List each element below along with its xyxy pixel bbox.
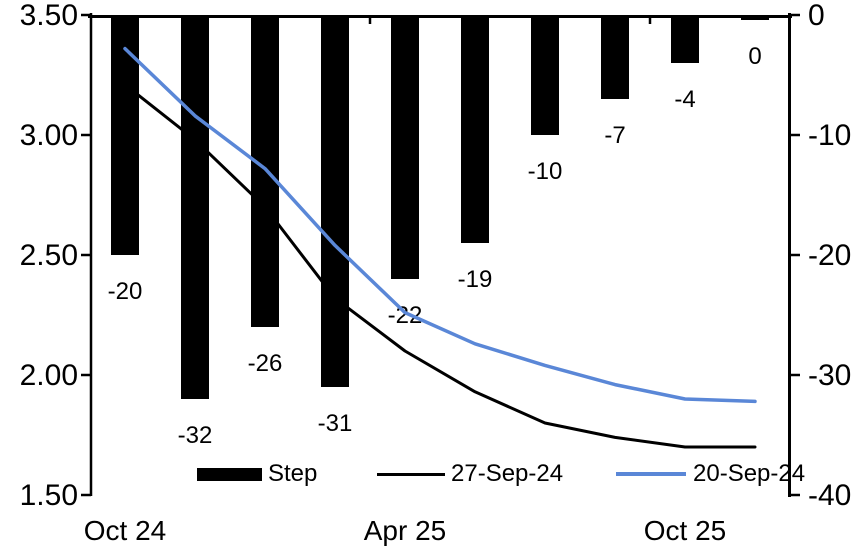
bar-data-labels: -20 -32 -26 -31 -22 -19 -10 -7 -4 0 xyxy=(108,43,762,449)
bar-data-label: -31 xyxy=(318,410,353,437)
bar xyxy=(181,15,209,399)
legend-bar-swatch xyxy=(197,467,262,481)
right-axis-tick-label: -10 xyxy=(808,119,851,152)
right-axis-tick-label: 0 xyxy=(808,0,825,32)
left-axis-tick-label: 3.50 xyxy=(20,0,78,32)
line-series-27-sep-24 xyxy=(123,83,757,449)
legend-label-20-sep-24: 20-Sep-24 xyxy=(693,460,806,487)
bar xyxy=(531,15,559,135)
right-axis-tick-label: -40 xyxy=(808,479,851,512)
legend-line-swatch-blue xyxy=(616,472,686,476)
legend-label-27-sep-24: 27-Sep-24 xyxy=(451,460,564,487)
bar xyxy=(461,15,489,243)
x-axis-label: Oct 24 xyxy=(84,515,166,546)
bar-data-label: -22 xyxy=(388,302,423,329)
left-axis-tick-label: 3.00 xyxy=(20,119,78,152)
left-axis-tick-label: 2.50 xyxy=(20,239,78,272)
bar xyxy=(391,15,419,279)
bar-data-label: -32 xyxy=(178,422,213,449)
bar-data-label: -19 xyxy=(458,266,493,293)
bar xyxy=(321,15,349,387)
x-axis-label: Apr 25 xyxy=(364,515,447,546)
bar-series-step xyxy=(111,15,769,399)
left-axis-tick-label: 2.00 xyxy=(20,359,78,392)
x-axis-label: Oct 25 xyxy=(644,515,726,546)
bar-data-label: 0 xyxy=(748,43,761,70)
legend-label-step: Step xyxy=(268,460,318,487)
right-axis-tick-label: -20 xyxy=(808,239,851,272)
bar-data-label: -10 xyxy=(528,158,563,185)
legend-item-27-sep-24: 27-Sep-24 xyxy=(377,460,564,487)
line-series-20-sep-24 xyxy=(123,46,757,404)
left-axis-tick-label: 1.50 xyxy=(20,479,78,512)
bar-data-label: -4 xyxy=(674,86,695,113)
bar xyxy=(601,15,629,99)
legend-line-swatch-black xyxy=(377,472,445,476)
bar-data-label: -20 xyxy=(108,278,143,305)
right-axis-tick-label: -30 xyxy=(808,359,851,392)
bar-data-label: -26 xyxy=(248,350,283,377)
legend-item-step: Step xyxy=(197,460,318,487)
bar-data-label: -7 xyxy=(604,122,625,149)
bar xyxy=(111,15,139,255)
legend-item-20-sep-24: 20-Sep-24 xyxy=(616,460,806,487)
bar xyxy=(671,15,699,63)
